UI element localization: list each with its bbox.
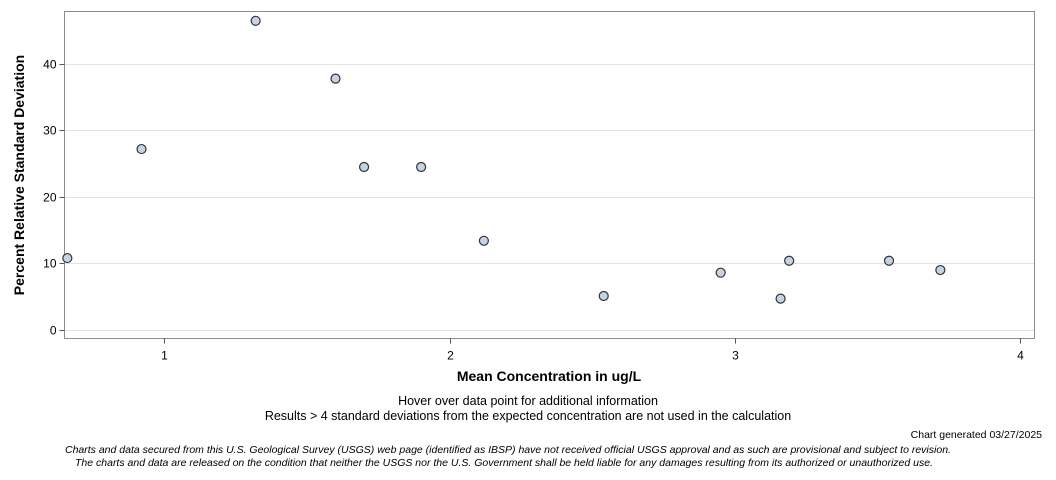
data-point[interactable] [784, 255, 795, 266]
y-tick-label: 0 [50, 324, 57, 338]
data-point[interactable] [416, 161, 427, 173]
x-tick-label: 3 [732, 349, 739, 363]
y-tick-label: 40 [43, 58, 57, 72]
data-point[interactable] [478, 235, 489, 246]
data-point[interactable] [883, 255, 895, 266]
data-point[interactable] [136, 143, 147, 155]
x-tick-label: 1 [161, 349, 168, 363]
disclaimer-line-1: Charts and data secured from this U.S. G… [65, 444, 951, 456]
results-note: Results > 4 standard deviations from the… [264, 409, 792, 423]
disclaimer-line-2: The charts and data are released on the … [75, 457, 933, 469]
plot-frame [64, 11, 1035, 339]
generated-date: Chart generated 03/27/2025 [910, 429, 1042, 441]
x-tick-label: 4 [1017, 349, 1024, 363]
hover-note: Hover over data point for additional inf… [398, 394, 658, 408]
data-point[interactable] [62, 252, 73, 264]
axes: 0 10 20 30 40 1 2 3 4 [43, 58, 1024, 363]
y-axis-title: Percent Relative Standard Deviation [11, 55, 27, 295]
data-point[interactable] [330, 73, 341, 84]
x-tick-label: 2 [447, 349, 454, 363]
y-tick-label: 30 [43, 124, 57, 138]
y-tick-label: 10 [43, 257, 57, 271]
x-axis-title: Mean Concentration in ug/L [457, 368, 642, 384]
data-point[interactable] [358, 161, 370, 173]
data-point[interactable] [775, 293, 786, 304]
data-point[interactable] [598, 290, 609, 302]
data-point[interactable] [250, 15, 261, 26]
data-points [62, 15, 946, 304]
data-point[interactable] [715, 267, 726, 278]
chart: 0 10 20 30 40 1 2 3 4 Mean Concentration in ug/L… [11, 11, 1035, 384]
y-tick-label: 20 [43, 191, 57, 205]
gridlines [64, 64, 1035, 331]
data-point[interactable] [935, 264, 946, 276]
